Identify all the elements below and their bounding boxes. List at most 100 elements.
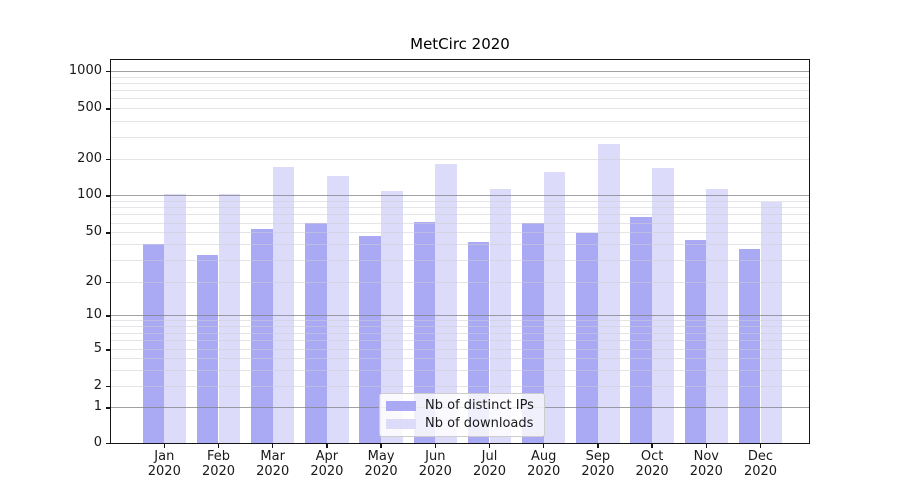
gridline-minor-80 bbox=[111, 207, 809, 209]
x-tick-label-may-2020: May 2020 bbox=[353, 449, 409, 479]
y-tick-label-0: 0 bbox=[93, 435, 102, 450]
x-tick-sep-2020 bbox=[597, 444, 599, 448]
gridline-minor-20 bbox=[111, 281, 809, 283]
y-tick-label-500: 500 bbox=[77, 100, 102, 116]
x-tick-label-aug-2020: Aug 2020 bbox=[516, 449, 572, 479]
legend-label-downloads: Nb of downloads bbox=[425, 416, 534, 431]
x-tick-may-2020 bbox=[380, 444, 382, 448]
y-tick-label-1000: 1000 bbox=[68, 63, 102, 78]
x-label-year: 2020 bbox=[743, 464, 778, 479]
y-tick-label-1: 1 bbox=[93, 399, 102, 415]
gridline-minor-90 bbox=[111, 200, 809, 202]
gridline-minor-3 bbox=[111, 369, 809, 371]
gridline-minor-600 bbox=[111, 98, 809, 100]
x-label-month: Oct bbox=[640, 449, 664, 464]
x-tick-label-jul-2020: Jul 2020 bbox=[462, 449, 518, 479]
x-label-month: Nov bbox=[693, 449, 719, 464]
x-tick-apr-2020 bbox=[326, 444, 328, 448]
y-tick-100 bbox=[106, 195, 110, 197]
x-label-year: 2020 bbox=[635, 464, 669, 479]
gridline-minor-200 bbox=[111, 159, 809, 160]
x-label-year: 2020 bbox=[472, 464, 507, 479]
gridline-major-100 bbox=[111, 195, 809, 197]
x-label-year: 2020 bbox=[689, 464, 723, 479]
gridline-minor-8 bbox=[111, 326, 809, 328]
bar-distinct-ips-jun-2020 bbox=[413, 221, 436, 443]
gridline-minor-900 bbox=[111, 76, 809, 78]
x-label-year: 2020 bbox=[364, 464, 398, 479]
y-tick-20 bbox=[106, 281, 110, 284]
y-tick-label-5: 5 bbox=[93, 341, 102, 357]
y-tick-label-20: 20 bbox=[85, 273, 102, 289]
y-tick-label-100: 100 bbox=[77, 187, 102, 203]
bar-distinct-ips-may-2020 bbox=[359, 235, 382, 443]
x-label-month: Jul bbox=[481, 449, 498, 464]
gridline-minor-40 bbox=[111, 244, 809, 246]
x-label-year: 2020 bbox=[418, 464, 452, 479]
x-label-year: 2020 bbox=[147, 464, 181, 479]
bar-downloads-jan-2020 bbox=[164, 194, 187, 443]
y-tick-1000 bbox=[106, 71, 110, 73]
x-tick-jan-2020 bbox=[163, 444, 165, 448]
bar-downloads-dec-2020 bbox=[760, 201, 783, 443]
y-tick-500 bbox=[106, 108, 110, 110]
gridline-minor-300 bbox=[111, 136, 809, 138]
x-label-month: Dec bbox=[747, 449, 774, 464]
x-tick-jul-2020 bbox=[488, 444, 491, 448]
x-label-month: May bbox=[367, 449, 395, 464]
gridline-minor-60 bbox=[111, 222, 809, 224]
x-tick-aug-2020 bbox=[543, 444, 545, 448]
x-tick-label-jun-2020: Jun 2020 bbox=[407, 449, 463, 479]
y-tick-label-10: 10 bbox=[85, 307, 102, 323]
x-label-month: Sep bbox=[585, 449, 611, 464]
bar-downloads-jun-2020 bbox=[435, 164, 458, 443]
gridline-minor-800 bbox=[111, 83, 809, 84]
x-tick-label-oct-2020: Oct 2020 bbox=[624, 449, 680, 479]
bar-downloads-mar-2020 bbox=[272, 166, 295, 443]
x-tick-label-feb-2020: Feb 2020 bbox=[191, 449, 247, 479]
gridlines-layer bbox=[111, 60, 809, 443]
y-tick-1 bbox=[106, 407, 110, 409]
gridline-minor-700 bbox=[111, 90, 809, 92]
x-tick-label-dec-2020: Dec 2020 bbox=[733, 449, 789, 479]
x-tick-nov-2020 bbox=[705, 444, 707, 448]
legend-swatch-distinct-ips bbox=[386, 400, 416, 411]
legend-item-distinct-ips: Nb of distinct IPs bbox=[386, 398, 534, 413]
x-label-year: 2020 bbox=[527, 464, 561, 479]
bar-distinct-ips-feb-2020 bbox=[196, 254, 219, 443]
x-label-month: Aug bbox=[530, 449, 557, 464]
y-tick-0 bbox=[106, 443, 110, 445]
gridline-major-1000 bbox=[111, 71, 809, 72]
bar-downloads-may-2020 bbox=[381, 190, 403, 443]
x-label-year: 2020 bbox=[581, 464, 615, 479]
y-tick-label-50: 50 bbox=[85, 224, 102, 240]
chart-title: MetCirc 2020 bbox=[410, 35, 510, 53]
x-label-month: Apr bbox=[315, 449, 339, 464]
bar-downloads-apr-2020 bbox=[326, 175, 349, 443]
x-tick-oct-2020 bbox=[651, 444, 653, 448]
x-label-year: 2020 bbox=[310, 464, 344, 479]
y-tick-2 bbox=[106, 385, 110, 388]
x-label-year: 2020 bbox=[256, 464, 290, 479]
gridline-minor-2 bbox=[111, 385, 809, 387]
x-label-month: Jan bbox=[154, 449, 175, 464]
y-tick-50 bbox=[106, 232, 110, 234]
plot-area bbox=[110, 59, 810, 444]
y-tick-label-200: 200 bbox=[77, 151, 102, 166]
gridline-minor-7 bbox=[111, 332, 809, 334]
bar-downloads-aug-2020 bbox=[543, 172, 566, 443]
x-label-month: Feb bbox=[206, 449, 231, 464]
gridline-minor-70 bbox=[111, 214, 809, 216]
x-tick-dec-2020 bbox=[759, 444, 762, 448]
y-tick-200 bbox=[106, 159, 110, 161]
legend-label-distinct-ips: Nb of distinct IPs bbox=[425, 398, 534, 413]
bar-distinct-ips-sep-2020 bbox=[576, 233, 598, 443]
gridline-minor-5 bbox=[111, 349, 809, 351]
y-tick-5 bbox=[106, 349, 110, 351]
bar-downloads-oct-2020 bbox=[652, 168, 674, 443]
x-tick-jun-2020 bbox=[434, 444, 436, 448]
bar-distinct-ips-nov-2020 bbox=[684, 240, 707, 443]
gridline-minor-9 bbox=[111, 320, 809, 322]
x-label-year: 2020 bbox=[201, 464, 236, 479]
